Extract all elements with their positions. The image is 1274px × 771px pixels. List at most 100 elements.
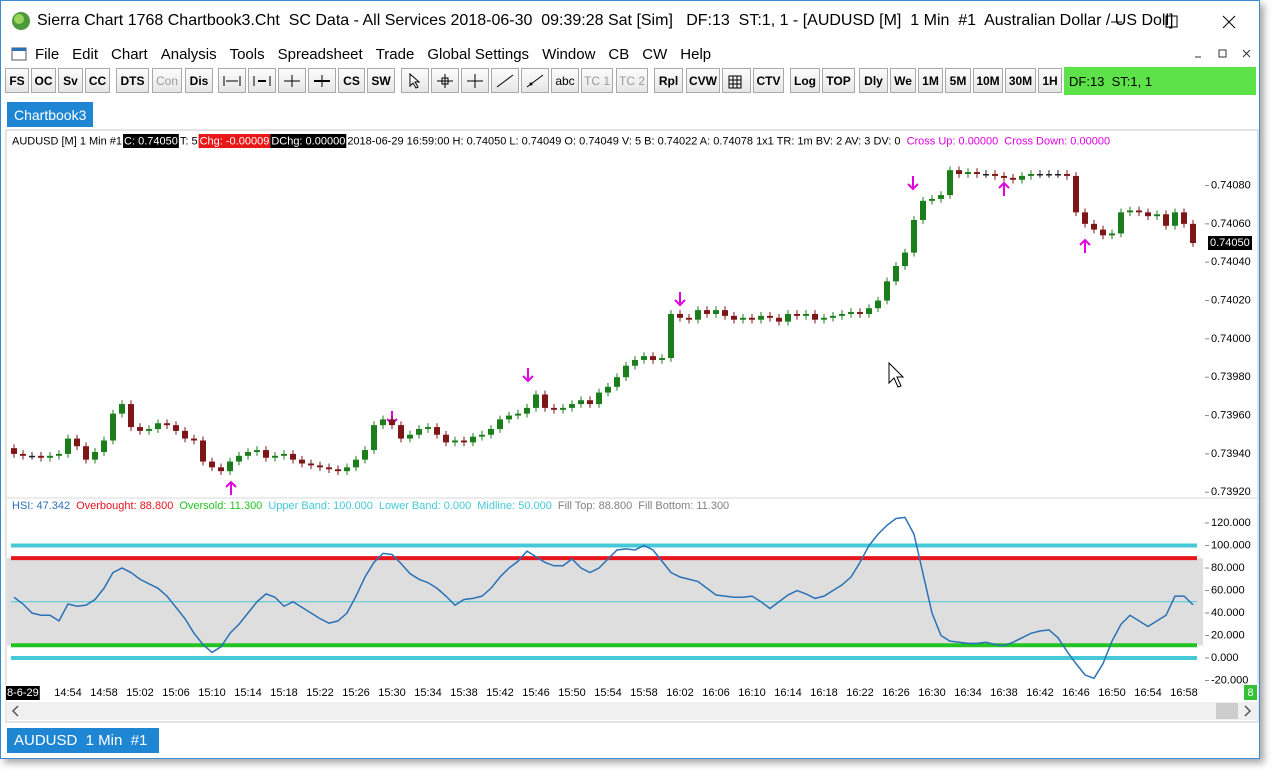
y-tick-label: 0.74000 — [1211, 333, 1251, 345]
toolbar-button[interactable]: 10M — [973, 68, 1003, 93]
menu-item[interactable]: Edit — [72, 45, 99, 63]
icon-button[interactable] — [248, 68, 276, 93]
candle-body — [488, 428, 494, 435]
menu-item[interactable]: Help — [680, 45, 712, 63]
toolbar-button[interactable]: CS — [338, 68, 365, 93]
candle-body — [263, 450, 269, 458]
indicator-label: Midline: 50.000 — [477, 500, 552, 512]
candle-body — [776, 317, 782, 322]
toolbar-button[interactable]: 5M — [945, 68, 971, 93]
candle-body — [461, 440, 467, 443]
candle-body — [695, 310, 701, 320]
toolbar-button[interactable]: abc — [551, 68, 579, 93]
toolbar-button[interactable]: OC — [31, 68, 56, 93]
y-tick-label: 0.74040 — [1211, 256, 1251, 268]
menu-item[interactable]: Window — [542, 45, 596, 63]
icon-button[interactable] — [308, 68, 336, 93]
candle-body — [56, 453, 62, 456]
candle-body — [1136, 210, 1142, 213]
candle-body — [101, 440, 107, 452]
candle-body — [866, 308, 872, 314]
title-bar: Sierra Chart 1768 Chartbook3.Cht SC Data… — [1, 1, 1259, 43]
toolbar-button[interactable]: FS — [5, 68, 29, 93]
icon-button[interactable] — [431, 68, 459, 93]
toolbar-button[interactable]: SW — [367, 68, 395, 93]
candle-body — [668, 313, 674, 359]
candle-body — [182, 430, 188, 439]
toolbar-button[interactable]: CC — [85, 68, 110, 93]
toolbar-button[interactable]: Sv — [58, 68, 83, 93]
candle-body — [209, 461, 215, 468]
indicator-label: Fill Top: 88.800 — [558, 500, 632, 512]
toolbar-button[interactable]: TOP — [822, 68, 855, 93]
menu-item[interactable]: Global Settings — [427, 45, 530, 63]
menu-item[interactable]: Chart — [111, 45, 148, 63]
candle-body — [380, 419, 386, 426]
y-tick-label: -20.000 — [1211, 674, 1248, 686]
menu-item[interactable]: CB — [608, 45, 630, 63]
menu-item[interactable]: Tools — [229, 45, 265, 63]
candle-body — [353, 459, 359, 468]
menu-item[interactable]: Analysis — [160, 45, 217, 63]
x-tick-label: 15:34 — [414, 687, 442, 699]
chart-tab[interactable]: AUDUSD 1 Min #1 — [7, 728, 159, 753]
scrollbar[interactable] — [6, 702, 1258, 720]
candle-body — [110, 413, 116, 441]
menu-item[interactable]: Trade — [375, 45, 415, 63]
toolbar-button: Con — [152, 68, 182, 93]
candle-body — [632, 359, 638, 366]
toolbar-button[interactable]: Dly — [859, 68, 888, 93]
window-controls[interactable] — [1099, 1, 1259, 43]
info-bg — [123, 134, 179, 148]
icon-button[interactable] — [461, 68, 489, 93]
candle-body — [497, 419, 503, 429]
chartbook-tab[interactable]: Chartbook3 — [7, 102, 94, 127]
candle-body — [812, 313, 818, 320]
candle-body — [758, 315, 764, 320]
candle-body — [299, 459, 305, 464]
toolbar-button: TC 2 — [616, 68, 648, 93]
candle-body — [875, 300, 881, 309]
x-tick-label: 15:26 — [342, 687, 370, 699]
icon-button[interactable] — [218, 68, 246, 93]
candle-body — [344, 467, 350, 472]
icon-button[interactable] — [521, 68, 549, 93]
x-tick-label: 15:58 — [630, 687, 658, 699]
candle-body — [1100, 229, 1106, 236]
toolbar-button[interactable]: CTV — [753, 68, 784, 93]
candle-body — [650, 356, 656, 360]
toolbar-button[interactable]: Dis — [185, 68, 213, 93]
icon-button[interactable] — [722, 68, 751, 93]
mdi-controls[interactable] — [1187, 46, 1257, 62]
toolbar-button[interactable]: We — [890, 68, 916, 93]
menu-item[interactable]: Spreadsheet — [277, 45, 363, 63]
toolbar-button[interactable]: 1M — [918, 68, 943, 93]
candle-body — [452, 440, 458, 443]
candle-body — [398, 425, 404, 439]
toolbar-button[interactable]: DTS — [116, 68, 149, 93]
corner-badge-bg — [1244, 685, 1257, 700]
toolbar-button[interactable]: Rpl — [654, 68, 683, 93]
toolbar-button[interactable]: 1H — [1038, 68, 1062, 93]
indicator-label: Fill Bottom: 11.300 — [638, 500, 729, 512]
toolbar-button[interactable]: Log — [790, 68, 820, 93]
candle-body — [362, 450, 368, 460]
toolbar-button[interactable]: 30M — [1005, 68, 1036, 93]
x-tick-label: 15:38 — [450, 687, 478, 699]
x-tick-label: 16:58 — [1170, 687, 1198, 699]
candle-body — [128, 404, 134, 428]
menu-item[interactable]: CW — [642, 45, 668, 63]
icon-button[interactable] — [278, 68, 306, 93]
candle-body — [740, 317, 746, 320]
icon-button[interactable] — [491, 68, 519, 93]
candle-body — [1001, 175, 1007, 178]
x-tick-label: 16:38 — [990, 687, 1018, 699]
icon-button[interactable] — [401, 68, 429, 93]
candle-body — [227, 461, 233, 472]
menu-item[interactable]: File — [35, 45, 60, 63]
toolbar-button[interactable]: CVW — [686, 68, 720, 93]
y-tick-label: 0.73920 — [1211, 486, 1251, 498]
candle-body — [974, 172, 980, 175]
candle-body — [1109, 233, 1115, 236]
